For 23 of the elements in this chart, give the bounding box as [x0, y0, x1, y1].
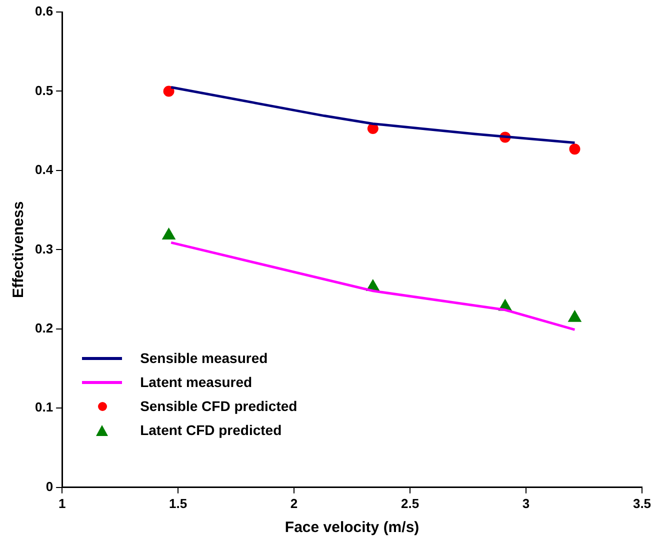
point — [568, 310, 582, 322]
y-tick-label: 0.4 — [34, 162, 54, 178]
x-tick-label: 3 — [522, 496, 530, 511]
legend-label: Latent CFD predicted — [140, 422, 282, 438]
y-tick-label: 0.2 — [34, 320, 54, 336]
x-tick-label: 1 — [58, 496, 66, 511]
point — [162, 228, 176, 240]
x-tick-label: 3.5 — [632, 496, 652, 511]
y-tick-label: 0.5 — [34, 82, 54, 98]
point — [569, 144, 580, 155]
legend-label: Sensible CFD predicted — [140, 398, 298, 414]
y-tick-label: 0.6 — [34, 4, 54, 19]
y-tick-label: 0.3 — [34, 241, 54, 256]
x-tick-label: 1.5 — [169, 496, 188, 511]
x-tick-label: 2.5 — [400, 496, 420, 511]
y-axis-title: Effectiveness — [10, 201, 28, 298]
legend-label: Sensible measured — [140, 350, 268, 366]
point — [163, 86, 174, 97]
y-tick-label: 0 — [46, 478, 54, 494]
x-axis-title: Face velocity (m/s) — [284, 519, 420, 536]
y-tick-label: 0.1 — [34, 400, 54, 415]
x-tick-label: 2 — [290, 496, 298, 511]
legend-label: Latent measured — [140, 374, 252, 390]
